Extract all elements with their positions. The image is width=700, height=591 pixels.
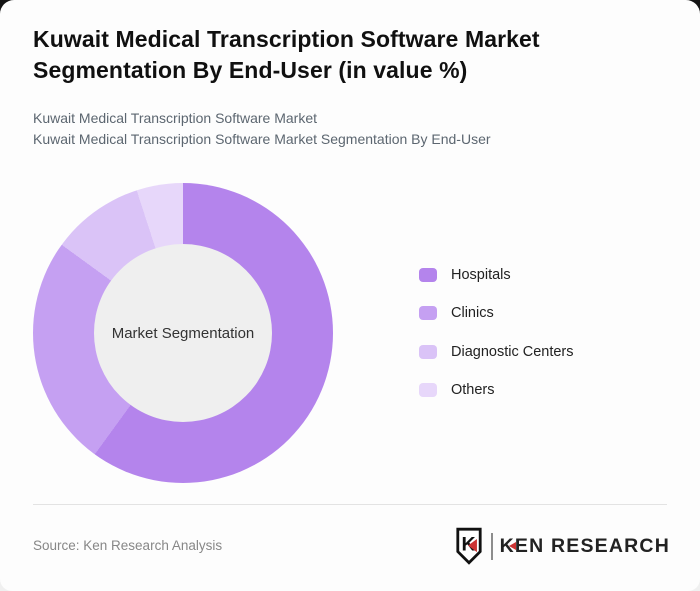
svg-text:K: K [461, 534, 475, 556]
legend-swatch-clinics [419, 306, 437, 320]
breadcrumb-line-1: Kuwait Medical Transcription Software Ma… [33, 110, 317, 126]
shield-k-icon: K [455, 527, 482, 565]
brand-letters-rest: EN RESEARCH [514, 534, 670, 557]
ken-research-logo: K KEN RESEARCH [455, 527, 670, 565]
legend-swatch-hospitals [419, 267, 437, 282]
chart-center-label: Market Segmentation [111, 324, 255, 342]
legend-label: Hospitals [451, 266, 511, 283]
legend-swatch-others [419, 383, 437, 397]
page-title: Kuwait Medical Transcription Software Ma… [33, 26, 540, 83]
legend-swatch-diagnostic-centers [419, 344, 437, 359]
brand-letter-k: K [499, 534, 515, 557]
legend-item-hospitals[interactable]: Hospitals [419, 266, 574, 283]
legend-label: Clinics [451, 305, 494, 321]
source-attribution: Source: Ken Research Analysis [33, 538, 223, 553]
breadcrumb-line-2: Kuwait Medical Transcription Software Ma… [33, 131, 491, 147]
breadcrumb: Kuwait Medical Transcription Software Ma… [33, 108, 491, 150]
logo-divider [490, 532, 493, 560]
legend-item-clinics[interactable]: Clinics [419, 305, 574, 321]
donut-chart-area: Market Segmentation [33, 183, 333, 483]
legend-item-others[interactable]: Others [419, 382, 574, 398]
legend-label: Diagnostic Centers [451, 343, 574, 360]
legend-label: Others [451, 382, 495, 398]
donut-hole: Market Segmentation [94, 244, 272, 422]
brand-wordmark: KEN RESEARCH [500, 535, 670, 558]
chart-legend: Hospitals Clinics Diagnostic Centers Oth… [419, 267, 574, 421]
legend-item-diagnostic-centers[interactable]: Diagnostic Centers [419, 343, 574, 360]
footer-divider [33, 504, 667, 505]
